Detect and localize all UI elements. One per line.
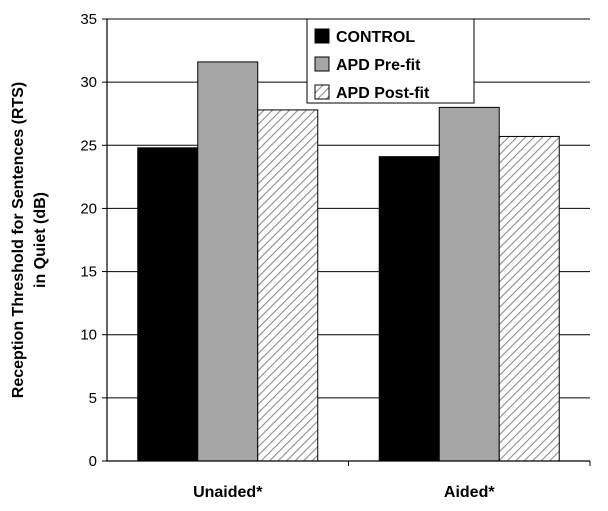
bar-apd-post-fit	[498, 135, 560, 462]
bar-control	[137, 147, 199, 462]
y-tick-label: 35	[80, 11, 97, 28]
y-tick-label: 15	[80, 264, 97, 281]
y-tick-label: 30	[80, 74, 97, 91]
legend-box	[306, 18, 475, 104]
bar-control	[378, 156, 440, 462]
legend-label-control: CONTROL	[336, 29, 415, 46]
legend-swatch-control	[314, 28, 330, 44]
legend: CONTROL APD Pre-fit APD Post-fit	[306, 18, 475, 104]
y-tick-label: 5	[89, 390, 97, 407]
bar-apd-pre-fit	[438, 106, 500, 462]
y-tick-label: 0	[89, 453, 97, 470]
legend-swatch-apd-pre-fit	[314, 56, 330, 72]
bar-apd-pre-fit	[197, 61, 259, 462]
y-tick-label: 10	[80, 327, 97, 344]
x-category-label: Unaided*	[193, 484, 263, 501]
legend-label-apd-pre-fit: APD Pre-fit	[336, 57, 421, 74]
legend-swatch-apd-post-fit	[314, 84, 330, 100]
legend-label-apd-post-fit: APD Post-fit	[336, 85, 430, 102]
y-tick-label: 20	[80, 200, 97, 217]
y-axis-title-line1: Reception Threshold for Sentences (RTS)	[10, 82, 27, 398]
x-category-label: Aided*	[444, 484, 495, 501]
y-tick-label: 25	[80, 137, 97, 154]
y-axis-title-line2: in Quiet (dB)	[32, 192, 49, 288]
bar-apd-post-fit	[257, 109, 319, 462]
